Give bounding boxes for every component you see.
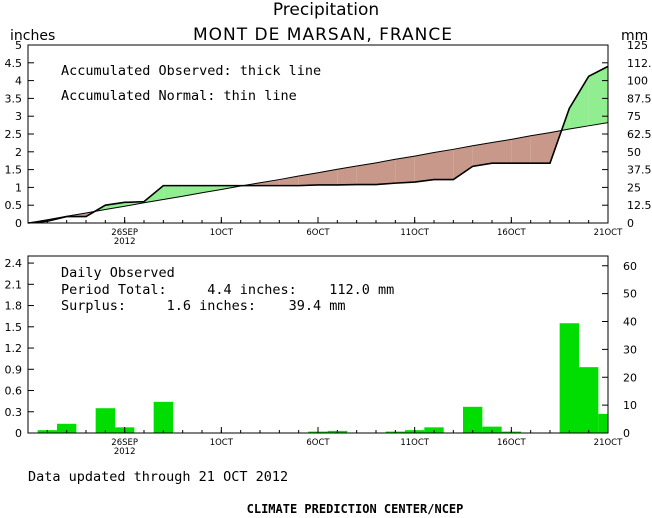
- daily-bar-30: [598, 413, 608, 433]
- daily-bar-2: [57, 423, 77, 433]
- bottom-xtick-label-1: 1OCT: [210, 438, 234, 448]
- top-y2tick-label-0: 0: [627, 217, 634, 230]
- diff-fill-25-0: [511, 135, 531, 164]
- daily-panel: Daily Observed Period Total: 4.4 inches:…: [61, 265, 394, 314]
- daily-bar-7: [153, 401, 173, 433]
- daily-annotation-surplus: Surplus: 1.6 inches: 39.4 mm: [61, 298, 345, 314]
- daily-bar-29: [579, 367, 599, 433]
- top-xtick-label-3: 11OCT: [400, 228, 429, 238]
- top-ytick-label-0: 0: [15, 217, 22, 230]
- daily-bar-4: [95, 408, 115, 433]
- bottom-y2tick-label-0: 0: [623, 427, 630, 440]
- bottom-xtick-label-5: 21OCT: [594, 438, 623, 448]
- top-y2tick-label-2: 25: [627, 181, 641, 194]
- top-ytick-label-7: 3.5: [5, 92, 23, 105]
- top-ytick-label-8: 4: [15, 75, 22, 88]
- bottom-xtick-sublabel-0: 2012: [114, 447, 136, 457]
- top-ytick-label-2: 1: [15, 181, 22, 194]
- diff-fill-20-0: [414, 152, 434, 183]
- diff-fill-14-0: [298, 172, 318, 186]
- accumulated-panel: inches mm Accumulated Observed: thick li…: [10, 28, 648, 104]
- top-ytick-label-4: 2: [15, 146, 22, 159]
- bottom-ytick-label-1: 0.3: [5, 406, 23, 419]
- top-y2tick-label-6: 75: [627, 110, 641, 123]
- diff-fill-7-0: [163, 185, 183, 200]
- diff-fill-12-0: [260, 179, 280, 186]
- daily-annotation-title: Daily Observed: [61, 265, 175, 281]
- top-y2tick-label-3: 37.5: [627, 164, 652, 177]
- top-annotation-normal: Accumulated Normal: thin line: [61, 88, 297, 104]
- bottom-xtick-label-0: 26SEP: [111, 438, 138, 448]
- bottom-xtick-label-3: 11OCT: [400, 438, 429, 448]
- bottom-y2tick-label-1: 10: [623, 399, 637, 412]
- top-annotation-observed: Accumulated Observed: thick line: [61, 63, 321, 79]
- diff-fill-21-0: [434, 149, 454, 180]
- diff-fill-18-0: [376, 159, 396, 185]
- diff-fill-15-0: [318, 169, 338, 185]
- top-y2tick-label-4: 50: [627, 146, 641, 159]
- bottom-ytick-label-8: 2.4: [5, 257, 23, 270]
- top-xtick-label-0: 26SEP: [111, 228, 138, 238]
- top-xtick-label-5: 21OCT: [594, 228, 623, 238]
- top-y2tick-label-10: 125: [627, 39, 648, 52]
- bottom-y2tick-label-3: 30: [623, 343, 637, 356]
- top-ytick-label-1: 0.5: [5, 199, 23, 212]
- top-ytick-label-6: 3: [15, 110, 22, 123]
- bottom-y2tick-label-4: 40: [623, 316, 637, 329]
- top-xtick-label-4: 16OCT: [497, 228, 526, 238]
- diff-fill-13-0: [279, 176, 299, 186]
- top-y2tick-label-5: 62.5: [627, 128, 652, 141]
- top-ytick-label-10: 5: [15, 39, 22, 52]
- top-y2tick-label-7: 87.5: [627, 92, 652, 105]
- bottom-ytick-label-5: 1.5: [5, 321, 23, 334]
- diff-fill-26-0: [530, 132, 550, 164]
- diff-fill-4-0: [105, 202, 125, 210]
- daily-bar-24: [482, 426, 502, 433]
- diff-fill-28-0: [569, 76, 589, 130]
- daily-bar-23: [463, 406, 483, 433]
- top-ytick-label-3: 1.5: [5, 164, 23, 177]
- normal-line: [27, 122, 609, 224]
- diff-fill-9-0: [202, 185, 222, 193]
- bottom-xtick-label-2: 6OCT: [306, 438, 330, 448]
- bottom-y2tick-label-2: 20: [623, 371, 637, 384]
- bottom-ytick-label-6: 1.8: [5, 300, 23, 313]
- top-ytick-label-9: 4.5: [5, 57, 23, 70]
- bottom-ytick-label-2: 0.6: [5, 385, 23, 398]
- bottom-y2tick-label-5: 50: [623, 288, 637, 301]
- observed-line: [27, 65, 609, 224]
- top-y2tick-label-8: 100: [627, 75, 648, 88]
- diff-fill-23-0: [472, 142, 492, 167]
- bottom-ytick-label-7: 2.1: [5, 278, 23, 291]
- top-xtick-label-2: 6OCT: [306, 228, 330, 238]
- top-xtick-label-1: 1OCT: [210, 228, 234, 238]
- daily-bar-28: [559, 323, 579, 433]
- footer-updated: Data updated through 21 OCT 2012: [28, 469, 288, 485]
- bottom-xtick-label-4: 16OCT: [497, 438, 526, 448]
- bottom-y2tick-label-6: 60: [623, 260, 637, 273]
- bottom-ytick-label-4: 1.2: [5, 342, 23, 355]
- top-xtick-sublabel-0: 2012: [114, 237, 136, 247]
- diff-fill-8-0: [182, 185, 202, 197]
- chart-title: Precipitation: [273, 0, 379, 20]
- top-ylabel-left: inches: [10, 28, 55, 44]
- diff-fill-19-0: [395, 156, 415, 184]
- diff-fill-22-0: [453, 145, 473, 180]
- daily-annotation-total: Period Total: 4.4 inches: 112.0 mm: [61, 282, 394, 298]
- bottom-ytick-label-0: 0: [15, 427, 22, 440]
- diff-fill-24-0: [492, 139, 512, 164]
- diff-fill-17-0: [356, 162, 376, 185]
- diff-fill-29-0: [588, 66, 608, 126]
- diff-fill-16-0: [337, 166, 357, 185]
- top-y2tick-label-1: 12.5: [627, 199, 652, 212]
- chart-subtitle: MONT DE MARSAN, FRANCE: [193, 25, 453, 45]
- top-ytick-label-5: 2.5: [5, 128, 23, 141]
- top-ylabel-right: mm: [621, 28, 648, 44]
- footer-credit: CLIMATE PREDICTION CENTER/NCEP: [247, 502, 464, 516]
- top-y2tick-label-9: 112.5: [627, 57, 652, 70]
- bottom-ytick-label-3: 0.9: [5, 363, 23, 376]
